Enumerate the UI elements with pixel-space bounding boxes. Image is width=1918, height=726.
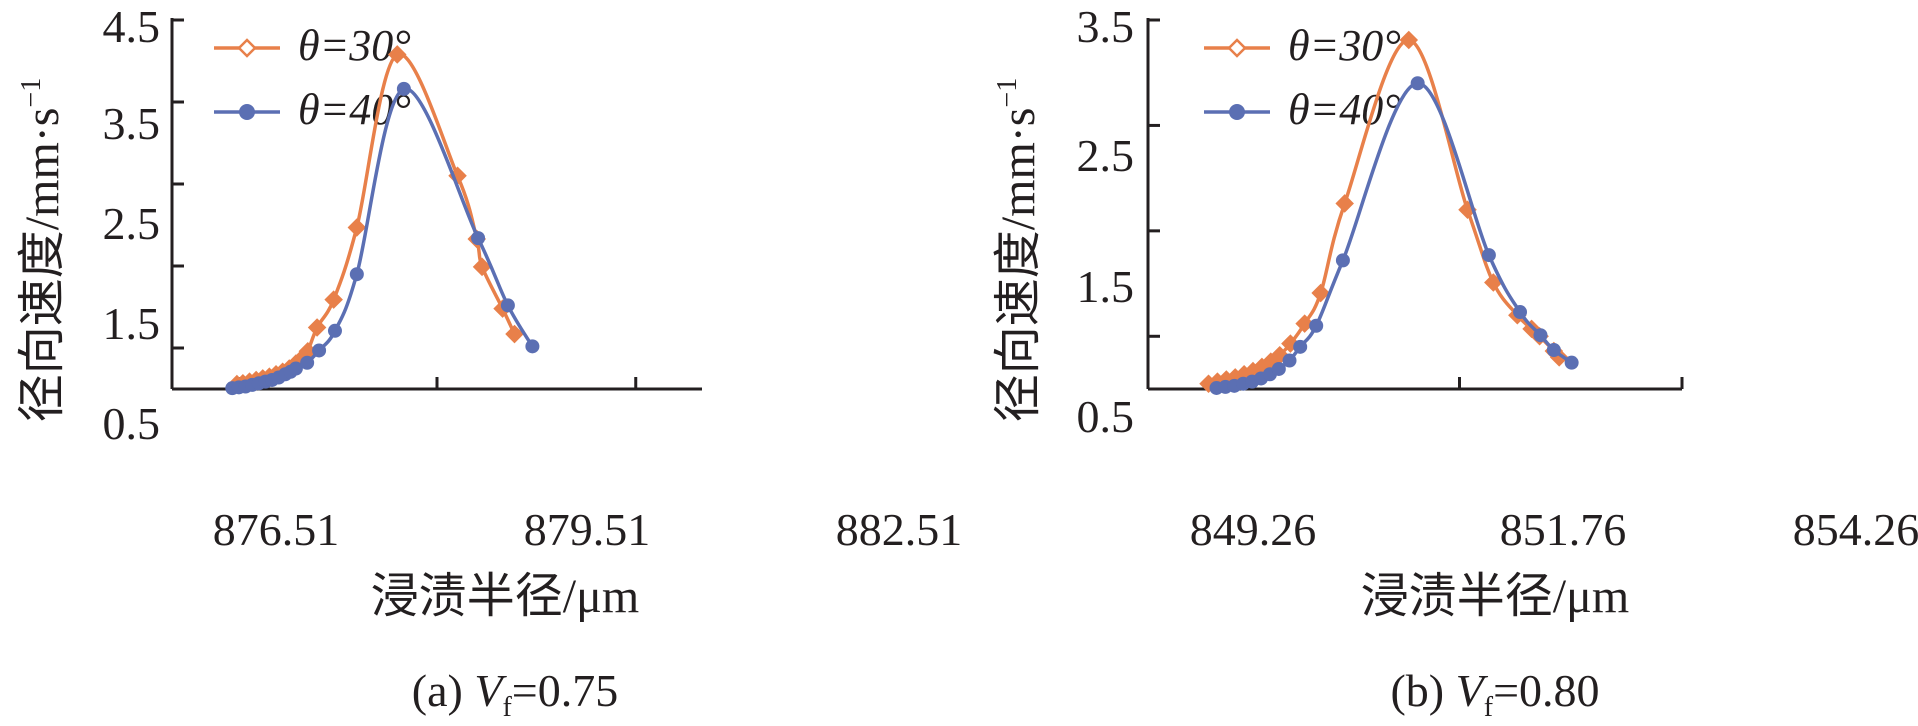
data-point: [1335, 253, 1350, 268]
legend-label-theta30: θ=30°: [298, 21, 411, 70]
x-tick-label: 879.51: [524, 504, 651, 555]
caption-prefix: (b): [1390, 665, 1455, 716]
data-point: [327, 323, 342, 338]
data-point: [1335, 194, 1354, 213]
data-point: [349, 267, 364, 282]
x-tick-label: 849.26: [1190, 504, 1317, 555]
data-point: [472, 257, 492, 277]
x-tick-labels: 876.51 879.51 882.51: [213, 504, 963, 555]
data-point: [1311, 283, 1330, 303]
caption-sub: f: [1484, 692, 1494, 723]
data-point: [1484, 273, 1503, 292]
data-point: [1282, 353, 1297, 368]
chart-panel-b: 0.5 1.5 2.5 3.5 849.26 851.76 854.26 径向速…: [992, 1, 1918, 723]
y-tick-label: 2.5: [1077, 130, 1135, 181]
series-theta40: [1209, 76, 1579, 395]
y-tick-label: 1.5: [103, 298, 161, 349]
data-point: [1309, 318, 1324, 333]
axes: [1146, 18, 1684, 391]
x-tick-label: 876.51: [213, 504, 340, 555]
x-axis-label: 浸渍半径/μm: [371, 570, 639, 623]
data-point: [471, 231, 486, 246]
x-axis-label: 浸渍半径/μm: [1361, 570, 1629, 623]
y-tick-label: 0.5: [103, 398, 161, 449]
chart-caption: (a) Vf=0.75: [412, 665, 618, 723]
data-point: [300, 355, 315, 370]
y-tick-label: 1.5: [1077, 261, 1135, 312]
legend-swatch-marker: [1227, 38, 1247, 58]
x-tick-label: 851.76: [1500, 504, 1627, 555]
caption-sub: f: [502, 692, 512, 723]
y-axis-title: 径向速度/mm·s−1: [16, 78, 69, 422]
legend-label-theta30: θ=30°: [1288, 21, 1401, 70]
caption-var: V: [474, 665, 507, 716]
x-tick-label: 882.51: [836, 504, 963, 555]
y-axis-label-main: 径向速度/mm: [16, 142, 69, 422]
y-tick-label: 2.5: [103, 198, 161, 249]
y-axis-label-sup: −1: [992, 78, 1023, 108]
y-axis-title: 径向速度/mm·s−1: [992, 78, 1045, 422]
data-point: [1481, 248, 1496, 263]
data-point: [1513, 305, 1528, 320]
caption-prefix: (a): [412, 665, 475, 716]
data-point: [505, 324, 524, 344]
y-axis-label-sup: −1: [16, 78, 47, 108]
x-tick-label: 854.26: [1793, 504, 1918, 555]
axes: [170, 18, 702, 391]
data-point: [324, 290, 343, 309]
data-point: [387, 45, 407, 64]
data-point: [396, 81, 411, 96]
caption-var: V: [1456, 665, 1489, 716]
legend-swatch-marker: [1229, 104, 1245, 120]
y-axis-label-s: s: [16, 108, 69, 127]
legend-label-theta40: θ=40°: [298, 85, 411, 134]
y-axis-label: 径向速度/mm·s−1: [16, 78, 69, 422]
data-point: [1533, 328, 1548, 343]
caption-suffix: =0.75: [512, 665, 618, 716]
y-tick-labels: 0.5 1.5 2.5 3.5 4.5: [103, 1, 161, 449]
y-axis-label: 径向速度/mm·s−1: [992, 78, 1045, 422]
data-point: [288, 361, 303, 376]
data-point: [1293, 339, 1308, 354]
data-point: [500, 298, 515, 313]
data-point: [1410, 76, 1425, 91]
y-axis-label-main: 径向速度/mm: [992, 142, 1045, 422]
legend-markers: [214, 38, 280, 120]
data-point: [347, 218, 367, 237]
data-point: [1271, 361, 1286, 376]
y-tick-label: 4.5: [103, 1, 161, 52]
data-point: [1564, 355, 1579, 370]
legend-label-theta40: θ=40°: [1288, 85, 1401, 134]
y-axis-label-dot: ·: [992, 126, 1045, 142]
y-tick-label: 3.5: [103, 98, 161, 149]
data-point: [1399, 30, 1419, 50]
data-point: [307, 318, 327, 337]
y-tick-labels: 0.5 1.5 2.5 3.5: [1077, 1, 1135, 442]
caption-suffix: =0.80: [1493, 665, 1599, 716]
series-theta40: [225, 81, 540, 396]
x-tick-labels: 849.26 851.76 854.26: [1190, 504, 1918, 555]
legend: θ=30° θ=40°: [1288, 21, 1401, 134]
legend-swatch-marker: [239, 104, 255, 120]
chart-panel-a: 0.5 1.5 2.5 3.5 4.5 876.51 879.51 882.51…: [16, 1, 962, 723]
data-point: [1546, 342, 1561, 357]
legend-swatch-marker: [237, 38, 257, 58]
y-tick-label: 0.5: [1077, 391, 1135, 442]
chart-caption: (b) Vf=0.80: [1390, 665, 1599, 723]
data-point: [525, 339, 540, 354]
y-axis-label-dot: ·: [16, 126, 69, 142]
y-axis-label-s: s: [992, 108, 1045, 127]
legend: θ=30° θ=40°: [298, 21, 411, 134]
y-tick-label: 3.5: [1077, 1, 1135, 52]
data-point: [312, 343, 327, 358]
legend-markers: [1204, 38, 1270, 120]
data-point: [1295, 314, 1314, 333]
